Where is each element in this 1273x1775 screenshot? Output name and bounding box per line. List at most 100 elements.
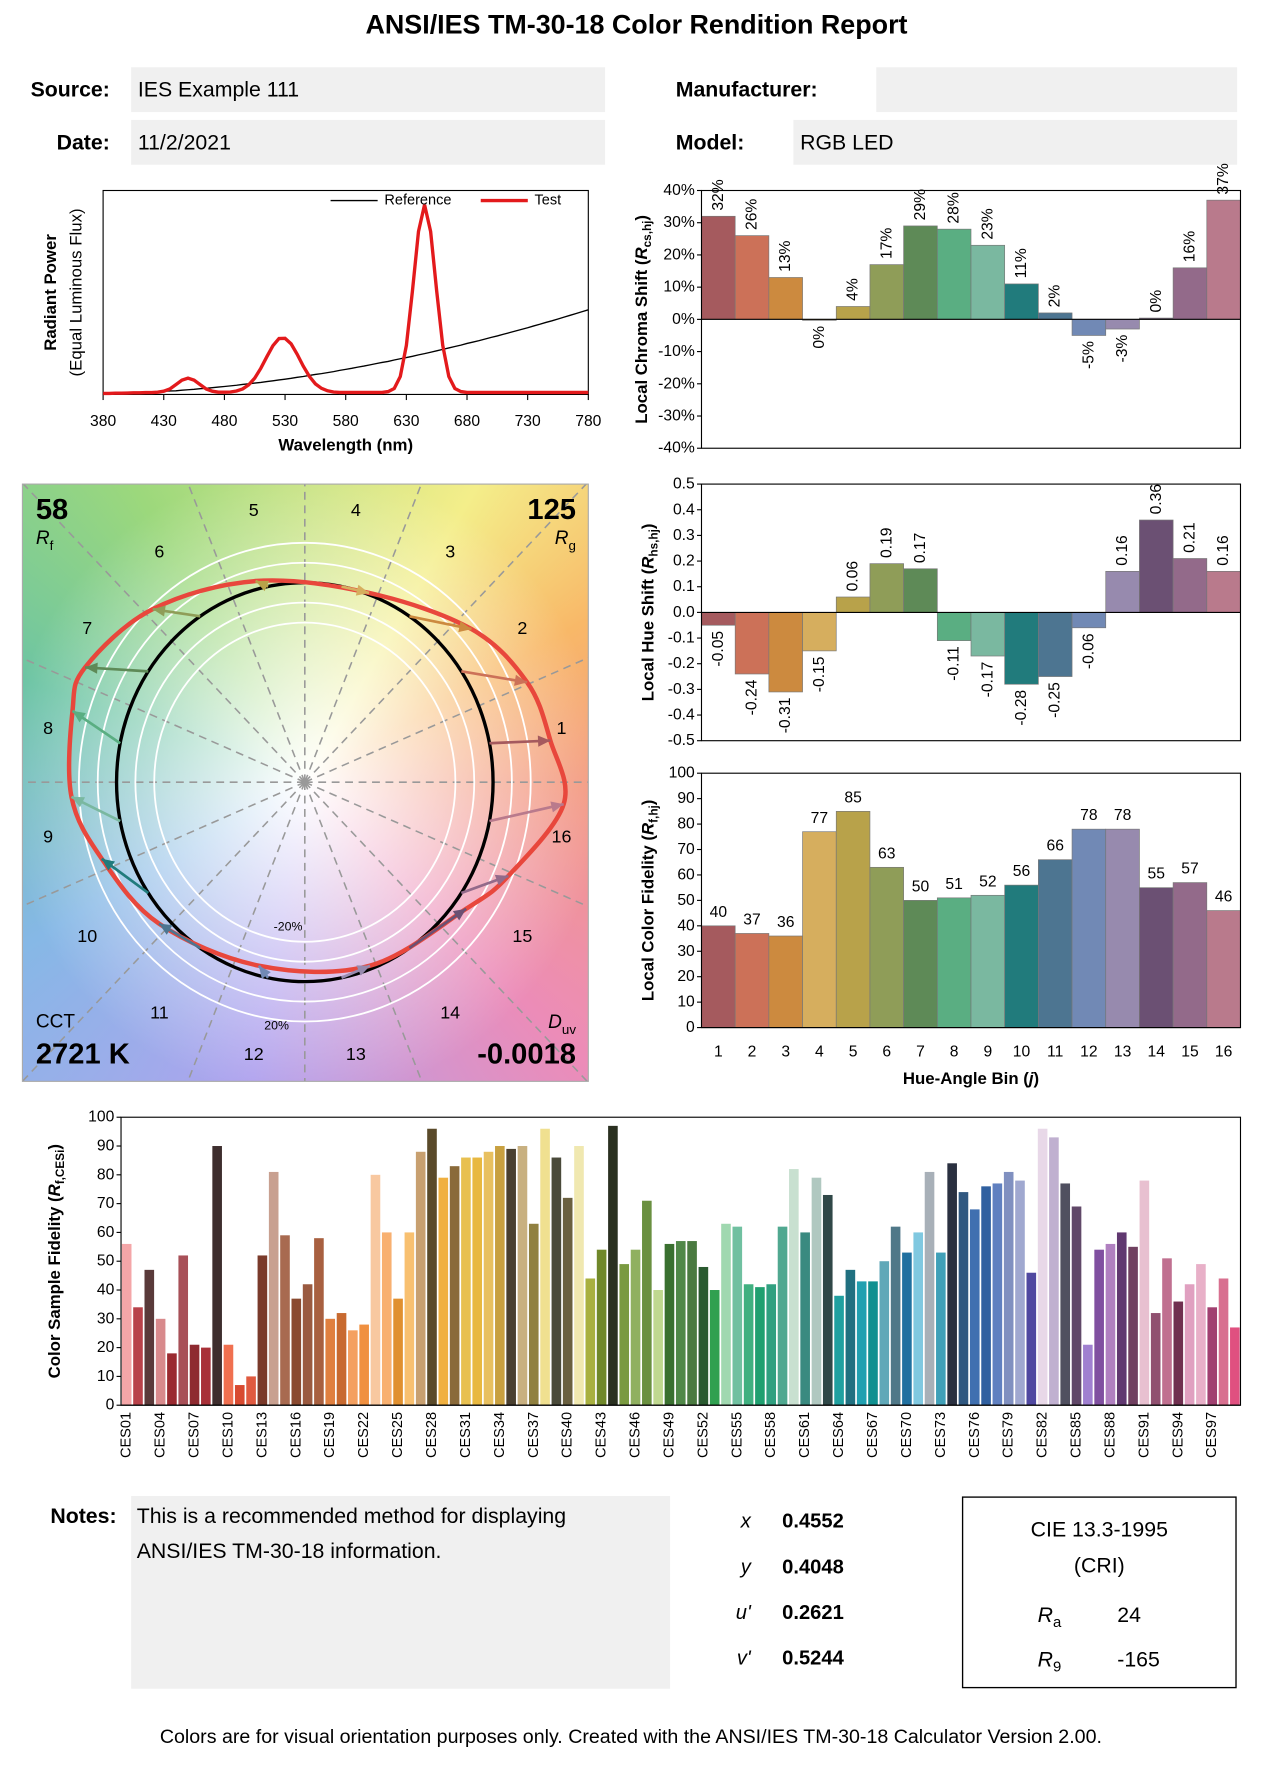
bin-label: 16 [551,826,571,846]
bar [257,1255,268,1406]
value-label: 0.19 [878,528,895,559]
bar [1139,1180,1150,1406]
label-part: f,hj [648,805,661,823]
bar [1105,319,1140,330]
y-tick-label: 30 [677,943,695,960]
subscript: g [569,538,576,553]
cri-value: 24 [1117,1603,1141,1627]
bar [1173,1301,1184,1406]
ring [96,561,513,1003]
bar [449,1166,460,1406]
bar [1004,283,1039,320]
bar [835,306,871,320]
bar [800,1232,810,1406]
bar [958,1192,969,1406]
bar [393,1298,403,1406]
arrow-head [356,965,370,976]
bar [903,568,938,613]
x-tick-label: CES16 [288,1412,304,1458]
bar [970,612,1006,657]
label-part: ) [638,800,657,806]
ring-label: 20% [264,1019,289,1033]
bar [970,244,1006,320]
duv-value: -0.0018 [477,1038,576,1070]
y-tick-label: -0.3 [668,681,695,698]
value-label: -0.05 [710,631,727,667]
bar [1116,1232,1127,1406]
bar [890,1226,901,1406]
x-tick-label: CES70 [899,1412,915,1458]
bin-label: 6 [154,542,164,562]
arrow-head [458,621,472,633]
value-label: -0.25 [1047,682,1064,718]
notes-box [131,1495,671,1689]
bar [370,1174,381,1406]
cri-subtitle: (CRI) [1074,1553,1125,1577]
cri-title: CIE 13.3-1995 [1031,1518,1168,1542]
y-tick-label: 100 [88,1109,114,1126]
cct-value: 2721 K [36,1038,130,1070]
bar [291,1298,302,1406]
value-label: 51 [945,876,962,893]
value-label: 13% [777,240,794,271]
arrow-head [550,801,564,813]
bar [734,235,770,320]
bar [1172,558,1208,613]
x-tick-label: CES31 [458,1412,474,1458]
bar [596,1249,607,1406]
x-tick-label: 8 [950,1044,959,1061]
value-label: 55 [1148,866,1166,883]
bar [415,1151,426,1406]
bar [789,1169,799,1406]
bin-label: 4 [351,500,361,520]
plot-frame [120,1116,1242,1406]
value-label: 0.21 [1181,522,1198,553]
y-tick-label: 50 [97,1253,115,1270]
value-label: -0.11 [946,646,963,681]
bar [461,1157,471,1406]
value-label: 32% [710,179,727,210]
value-label: 46 [1215,889,1233,906]
x-tick-label: 3 [781,1044,790,1061]
x-tick-label: CES88 [1102,1412,1118,1458]
chromaticity-value: 0.4552 [782,1511,844,1533]
bar [314,1238,324,1406]
bar [574,1146,584,1406]
bar [517,1146,528,1406]
bar [325,1318,336,1406]
bin-label: 5 [249,500,259,520]
y-tick-label: 20 [97,1339,115,1356]
bar [981,1186,991,1406]
metric-symbol: Ra [1038,1603,1062,1631]
label-part: R [638,822,657,835]
bar [189,1344,200,1406]
ring-label: -20% [274,920,303,934]
bar [1037,1128,1048,1406]
bar [619,1264,630,1406]
y-axis-label: Radiant Power [41,234,60,351]
y-tick-label: 40% [663,182,694,199]
bar [1015,1180,1025,1406]
arrow-head [72,710,86,723]
bar [698,1266,709,1406]
bin-boundary [22,781,306,907]
y-tick-label: -0.1 [668,630,695,647]
arrow-head [537,735,551,747]
arrow-head [514,674,528,686]
label-part: j [1027,1068,1034,1087]
subscript: uv [562,1022,576,1037]
field-label: Model: [676,130,745,154]
bar [766,1284,777,1406]
bar [868,1281,878,1406]
field-box [131,67,606,113]
bar [902,1252,912,1406]
value-label: -0.24 [744,679,761,715]
bar [1071,319,1107,336]
y-tick-label: 40 [677,917,695,934]
cri-value: -165 [1117,1648,1160,1672]
y-tick-label: -20% [658,375,695,392]
bar [1049,1137,1059,1406]
arrow-head [71,796,85,808]
y-tick-label: 80 [97,1166,115,1183]
bar [133,1307,143,1406]
